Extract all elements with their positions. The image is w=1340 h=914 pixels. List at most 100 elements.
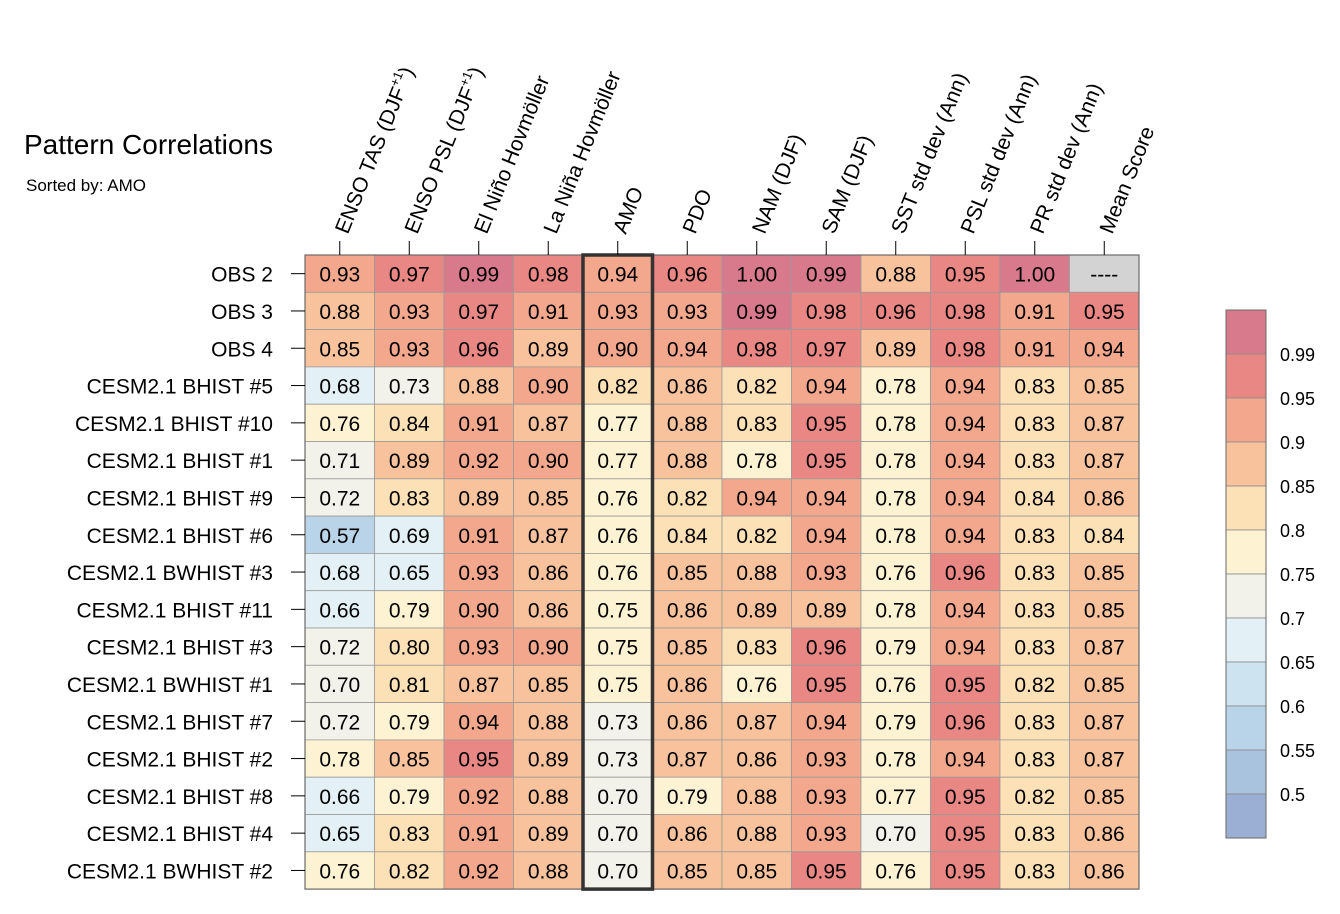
heatmap-cell [721, 776, 792, 815]
cell-value-label: 0.57 [319, 525, 360, 548]
cell-value-label: 0.95 [945, 786, 986, 809]
cell-value-label: 0.87 [1084, 749, 1125, 772]
cell-value-label: 0.97 [806, 338, 847, 361]
cell-value-label: 0.88 [736, 823, 777, 846]
cell-value-label: 0.94 [945, 413, 986, 436]
heatmap-cell [930, 851, 1001, 890]
cell-value-label: 0.73 [597, 749, 638, 772]
cell-value-label: 0.86 [1084, 487, 1125, 510]
cell-value-label: 0.94 [945, 487, 986, 510]
cell-value-label: 0.83 [736, 413, 777, 436]
heatmap-cell [791, 776, 862, 815]
colorbar-tick-label: 0.8 [1280, 521, 1305, 541]
heatmap-cell [652, 478, 723, 517]
cell-value-label: 0.85 [528, 674, 569, 697]
heatmap-cell [582, 776, 653, 815]
heatmap-cell [304, 329, 375, 368]
heatmap-cell [513, 739, 584, 778]
heatmap-cell [443, 664, 514, 703]
heatmap-cell [721, 627, 792, 666]
heatmap-cell [930, 627, 1001, 666]
heatmap-cell [930, 702, 1001, 741]
heatmap-cell [443, 851, 514, 890]
cell-value-label: 0.86 [667, 711, 708, 734]
column-label: AMO [609, 184, 648, 237]
heatmap-cell [791, 814, 862, 853]
cell-value-label: 0.76 [875, 674, 916, 697]
heatmap-cell [999, 291, 1070, 330]
colorbar-tick-label: 0.75 [1280, 565, 1315, 585]
heatmap-cell [930, 366, 1001, 405]
cell-value-label: 0.79 [875, 637, 916, 660]
heatmap-cell [721, 702, 792, 741]
row-label: CESM2.1 BHIST #5 [87, 376, 273, 399]
row-label: CESM2.1 BWHIST #3 [67, 562, 273, 585]
cell-value-label: 0.93 [806, 749, 847, 772]
heatmap-cell [791, 441, 862, 480]
cell-value-label: 0.65 [389, 562, 430, 585]
heatmap-cell [304, 254, 375, 293]
cell-value-label: 0.85 [389, 749, 430, 772]
cell-value-label: 0.83 [736, 637, 777, 660]
heatmap-cell [304, 851, 375, 890]
cell-value-label: 0.96 [945, 711, 986, 734]
cell-value-label: 0.68 [319, 562, 360, 585]
cell-value-label: 0.72 [319, 637, 360, 660]
heatmap-cell [374, 814, 445, 853]
cell-value-label: 0.93 [458, 637, 499, 660]
heatmap-cell [582, 478, 653, 517]
cell-value-label: 0.95 [945, 860, 986, 883]
cell-value-label: 0.76 [319, 413, 360, 436]
colorbar-tick-label: 0.7 [1280, 609, 1305, 629]
cell-value-label: 0.72 [319, 711, 360, 734]
heatmap-cell [1069, 441, 1140, 480]
heatmap-cell [652, 702, 723, 741]
cell-value-label: 0.88 [528, 786, 569, 809]
heatmap-cell [513, 553, 584, 592]
cell-value-label: 0.88 [667, 450, 708, 473]
cell-value-label: 0.90 [458, 599, 499, 622]
cell-value-label: 0.72 [319, 487, 360, 510]
cell-value-label: 0.78 [875, 525, 916, 548]
cell-value-label: 0.94 [806, 525, 847, 548]
cell-value-label: 0.88 [736, 562, 777, 585]
heatmap-cell [443, 553, 514, 592]
heatmap-cell [860, 366, 931, 405]
heatmap-cell [513, 366, 584, 405]
cell-value-label: 1.00 [1014, 264, 1055, 287]
cell-value-label: 0.86 [736, 749, 777, 772]
cell-value-label: 0.86 [1084, 823, 1125, 846]
heatmap-cell [582, 329, 653, 368]
cell-value-label: 0.83 [1014, 450, 1055, 473]
cell-value-label: 0.86 [528, 562, 569, 585]
heatmap-cell [999, 366, 1070, 405]
cell-value-label: 0.76 [597, 562, 638, 585]
heatmap-cell [1069, 590, 1140, 629]
cell-value-label: 0.88 [667, 413, 708, 436]
heatmap-cell [1069, 254, 1140, 293]
cell-value-label: 0.96 [875, 301, 916, 324]
colorbar-segment [1225, 573, 1267, 619]
heatmap-cell [791, 739, 862, 778]
heatmap-cell [304, 553, 375, 592]
cell-value-label: 0.76 [736, 674, 777, 697]
cell-value-label: 0.85 [736, 860, 777, 883]
heatmap-cell [443, 515, 514, 554]
heatmap-cell [999, 739, 1070, 778]
cell-value-label: 0.98 [945, 338, 986, 361]
heatmap-cell [582, 739, 653, 778]
cell-value-label: 0.85 [667, 860, 708, 883]
cell-value-label: 0.79 [389, 786, 430, 809]
heatmap-cell [1069, 702, 1140, 741]
row-label: CESM2.1 BHIST #4 [87, 823, 274, 846]
cell-value-label: 0.93 [389, 338, 430, 361]
heatmap-cell [443, 366, 514, 405]
cell-value-label: 0.95 [806, 860, 847, 883]
heatmap-cell [791, 553, 862, 592]
cell-value-label: 0.78 [875, 487, 916, 510]
cell-value-label: 0.94 [458, 711, 499, 734]
heatmap-cell [374, 851, 445, 890]
cell-value-label: 0.93 [319, 264, 360, 287]
cell-value-label: 0.93 [806, 823, 847, 846]
cell-value-label: 0.84 [667, 525, 708, 548]
